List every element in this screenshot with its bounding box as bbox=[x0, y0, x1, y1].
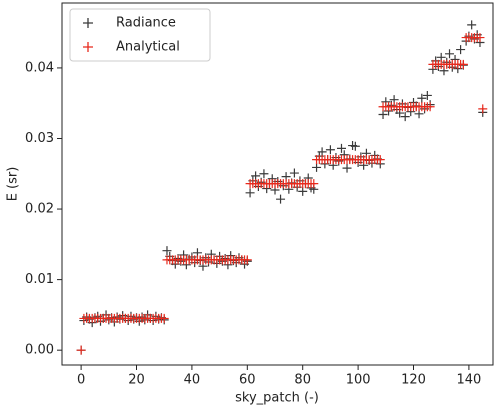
legend-marker bbox=[83, 18, 93, 28]
y-tick-label: 0.00 bbox=[25, 343, 54, 358]
data-point bbox=[289, 168, 299, 178]
x-tick-label: 20 bbox=[128, 373, 145, 388]
data-point bbox=[478, 104, 488, 114]
data-point bbox=[400, 112, 410, 122]
data-point bbox=[317, 147, 327, 157]
data-point bbox=[242, 255, 252, 265]
data-point bbox=[375, 155, 385, 165]
data-point bbox=[159, 313, 169, 323]
data-point bbox=[251, 171, 261, 181]
data-point bbox=[475, 33, 485, 43]
x-tick-label: 80 bbox=[294, 373, 311, 388]
y-tick-label: 0.04 bbox=[25, 60, 54, 75]
data-point bbox=[445, 49, 455, 59]
y-tick-label: 0.03 bbox=[25, 131, 54, 146]
data-point bbox=[312, 162, 322, 172]
x-tick-label: 60 bbox=[239, 373, 256, 388]
x-tick-label: 0 bbox=[77, 373, 85, 388]
y-axis-label: E (sr) bbox=[6, 167, 21, 202]
x-axis-label: sky_patch (-) bbox=[235, 391, 319, 406]
data-point bbox=[276, 194, 286, 204]
data-point bbox=[456, 45, 466, 55]
data-point bbox=[245, 188, 255, 198]
data-point bbox=[259, 169, 269, 179]
data-point bbox=[458, 59, 468, 69]
data-point bbox=[298, 186, 308, 196]
data-point bbox=[336, 143, 346, 153]
y-tick-label: 0.02 bbox=[25, 202, 54, 217]
legend-label: Analytical bbox=[116, 40, 180, 55]
data-point bbox=[422, 90, 432, 100]
legend-marker bbox=[83, 42, 93, 52]
data-point bbox=[325, 145, 335, 155]
x-tick-label: 140 bbox=[456, 373, 481, 388]
y-tick-label: 0.01 bbox=[25, 272, 54, 287]
x-tick-label: 120 bbox=[401, 373, 426, 388]
data-point bbox=[309, 179, 319, 189]
data-point bbox=[162, 246, 172, 256]
plot-frame bbox=[61, 2, 494, 366]
data-point bbox=[467, 20, 477, 30]
data-point bbox=[342, 163, 352, 173]
data-point bbox=[378, 109, 388, 119]
data-point bbox=[76, 345, 86, 355]
data-point bbox=[417, 93, 427, 103]
x-tick-label: 100 bbox=[346, 373, 371, 388]
data-point bbox=[425, 102, 435, 112]
data-point bbox=[350, 141, 360, 151]
x-tick-label: 40 bbox=[184, 373, 201, 388]
legend-label: Radiance bbox=[116, 16, 176, 31]
legend-box bbox=[69, 8, 211, 62]
